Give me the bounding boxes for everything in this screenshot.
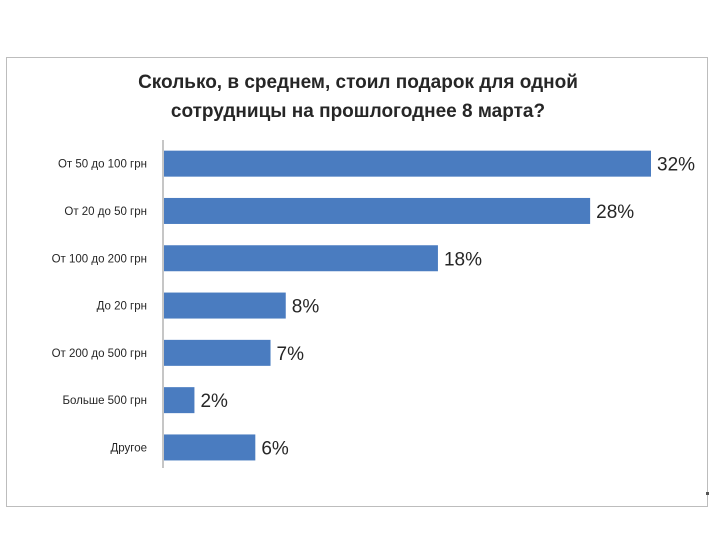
- chart-title-line-1: Сколько, в среднем, стоил подарок для од…: [138, 72, 578, 93]
- bar: [164, 150, 651, 177]
- bar: [164, 197, 591, 224]
- category-label: Больше 500 грн: [62, 395, 147, 407]
- category-label: До 20 грн: [97, 301, 147, 313]
- chart-frame: Сколько, в среднем, стоил подарок для од…: [6, 57, 708, 507]
- bar: [164, 387, 195, 414]
- category-label: Другое: [110, 442, 147, 454]
- bar: [164, 292, 286, 319]
- data-label: 18%: [444, 249, 482, 270]
- data-label: 8%: [292, 297, 320, 318]
- data-label: 2%: [200, 391, 228, 412]
- chart-title: Сколько, в среднем, стоил подарок для од…: [7, 68, 709, 126]
- bars-group: От 50 до 100 грн 32% От 20 до 50 грн 28% От …: [52, 150, 695, 461]
- data-label: 7%: [277, 344, 305, 365]
- corner-marker: [706, 492, 709, 495]
- data-label: 6%: [261, 438, 289, 459]
- category-label: От 50 до 100 грн: [58, 159, 147, 171]
- bar: [164, 434, 256, 461]
- bar: [164, 245, 438, 272]
- bar: [164, 339, 271, 366]
- chart-title-line-2: сотрудницы на прошлогоднее 8 марта?: [170, 101, 546, 122]
- category-label: От 100 до 200 грн: [52, 253, 147, 265]
- data-label: 28%: [596, 202, 634, 223]
- data-label: 32%: [657, 155, 695, 176]
- category-label: От 200 до 500 грн: [52, 348, 147, 360]
- category-label: От 20 до 50 грн: [64, 206, 147, 218]
